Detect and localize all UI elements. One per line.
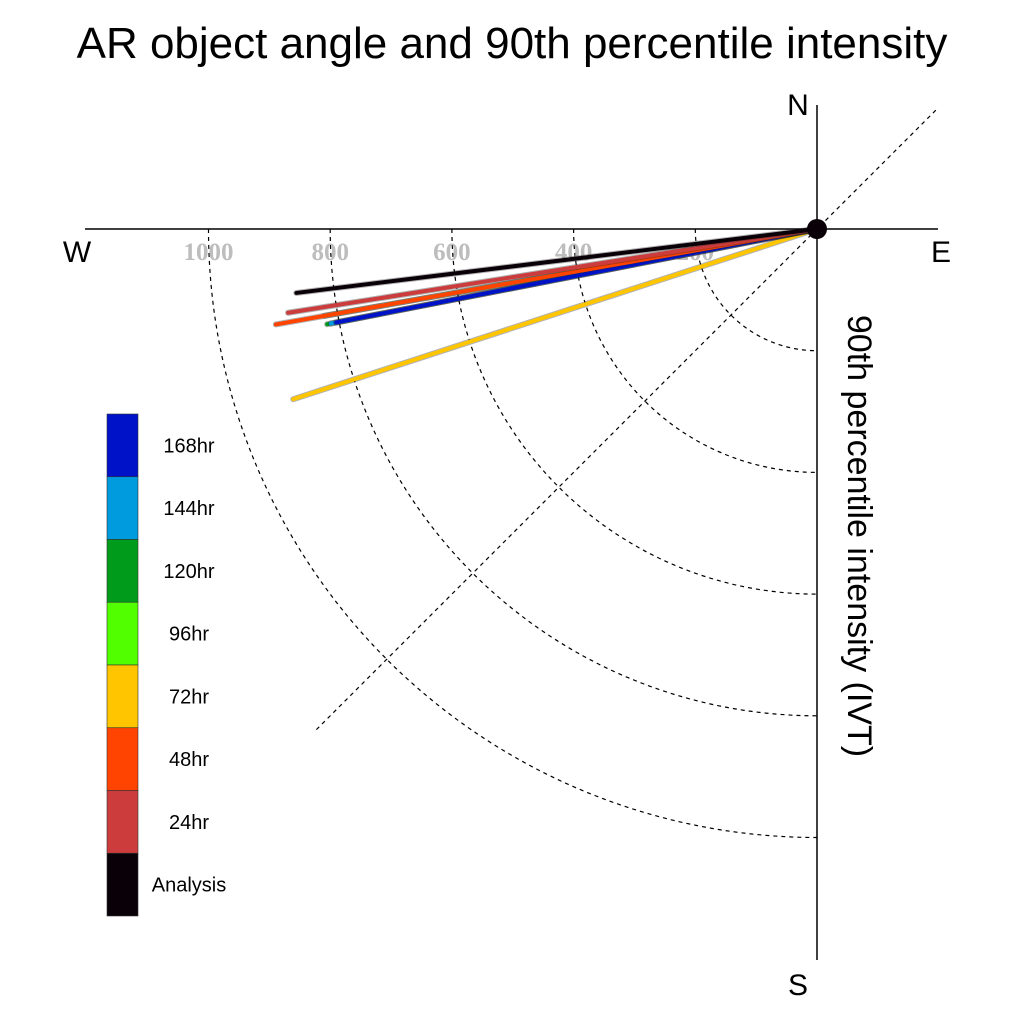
polar-grid	[207, 106, 940, 839]
vector-24hr	[285, 226, 820, 316]
legend-swatch-24hr	[106, 790, 139, 854]
radial-tick-label: 1000	[184, 239, 234, 266]
legend-swatch-48hr	[106, 727, 139, 791]
legend-swatch-120hr	[106, 539, 139, 603]
legend-swatch-144hr	[106, 476, 139, 540]
legend-label-120hr: 120hr	[163, 561, 214, 583]
legend-label-72hr: 72hr	[169, 686, 209, 708]
intensity-vectors	[272, 226, 820, 403]
chart-title: AR object angle and 90th percentile inte…	[77, 19, 948, 68]
y-axis-label: 90th percentile intensity (IVT)	[840, 315, 878, 757]
grid-ring-4	[694, 228, 818, 352]
grid-diagonal	[315, 106, 940, 731]
grid-ring-1	[329, 228, 818, 717]
legend-swatch-168hr	[106, 413, 139, 478]
legend-swatch-72hr	[106, 664, 139, 729]
legend-label-48hr: 48hr	[169, 749, 209, 771]
vector-analysis	[293, 226, 820, 296]
legend-label-144hr: 144hr	[163, 498, 214, 520]
legend-swatch-analysis	[106, 852, 139, 917]
legend-label-analysis: Analysis	[152, 875, 226, 897]
radial-tick-label: 800	[311, 239, 349, 266]
east-label: E	[931, 236, 951, 269]
legend-label-168hr: 168hr	[163, 435, 214, 457]
north-label: N	[787, 89, 809, 122]
origin-marker	[807, 219, 827, 239]
legend: 168hr 144hr 120hr 96hr 72hr 48hr 24hr Analysis	[106, 413, 226, 917]
west-label: W	[63, 236, 92, 269]
vector-72hr	[290, 226, 820, 403]
radial-tick-label: 600	[433, 239, 471, 266]
legend-label-24hr: 24hr	[169, 812, 209, 834]
legend-label-96hr: 96hr	[169, 624, 209, 646]
south-label: S	[788, 969, 808, 1002]
grid-ring-0	[207, 228, 818, 839]
legend-swatch-96hr	[106, 601, 139, 666]
